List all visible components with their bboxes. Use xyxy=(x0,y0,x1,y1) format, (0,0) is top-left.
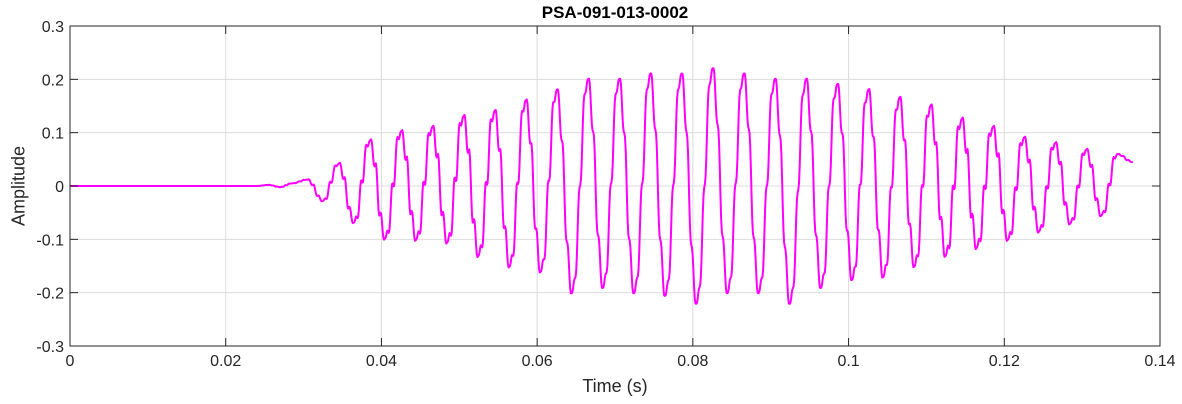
y-axis-label: Amplitude xyxy=(8,146,28,226)
y-tick-label: 0 xyxy=(55,179,64,196)
series-layer xyxy=(69,67,1134,305)
grid xyxy=(70,26,1160,346)
series-line xyxy=(69,67,1134,305)
x-tick-label: 0.06 xyxy=(522,353,553,370)
x-tick-label: 0.1 xyxy=(837,353,859,370)
x-tick-label: 0.02 xyxy=(210,353,241,370)
x-tick-label: 0.04 xyxy=(366,353,397,370)
y-tick-label: 0.1 xyxy=(42,126,64,143)
x-tick-label: 0 xyxy=(66,353,75,370)
y-tick-label: 0.2 xyxy=(42,72,64,89)
y-tick-label: -0.3 xyxy=(36,339,64,356)
chart-title: PSA-091-013-0002 xyxy=(542,3,688,22)
y-tick-label: -0.1 xyxy=(36,232,64,249)
y-tick-label: -0.2 xyxy=(36,286,64,303)
ticks: 0 0.02 0.04 0.06 0.08 0.1 0.12 0.14 -0.3 -0.2 -0.1… xyxy=(36,19,1175,370)
x-tick-label: 0.14 xyxy=(1144,353,1175,370)
y-tick-label: 0.3 xyxy=(42,19,64,36)
x-tick-label: 0.08 xyxy=(677,353,708,370)
x-axis-label: Time (s) xyxy=(582,376,647,396)
x-tick-label: 0.12 xyxy=(989,353,1020,370)
